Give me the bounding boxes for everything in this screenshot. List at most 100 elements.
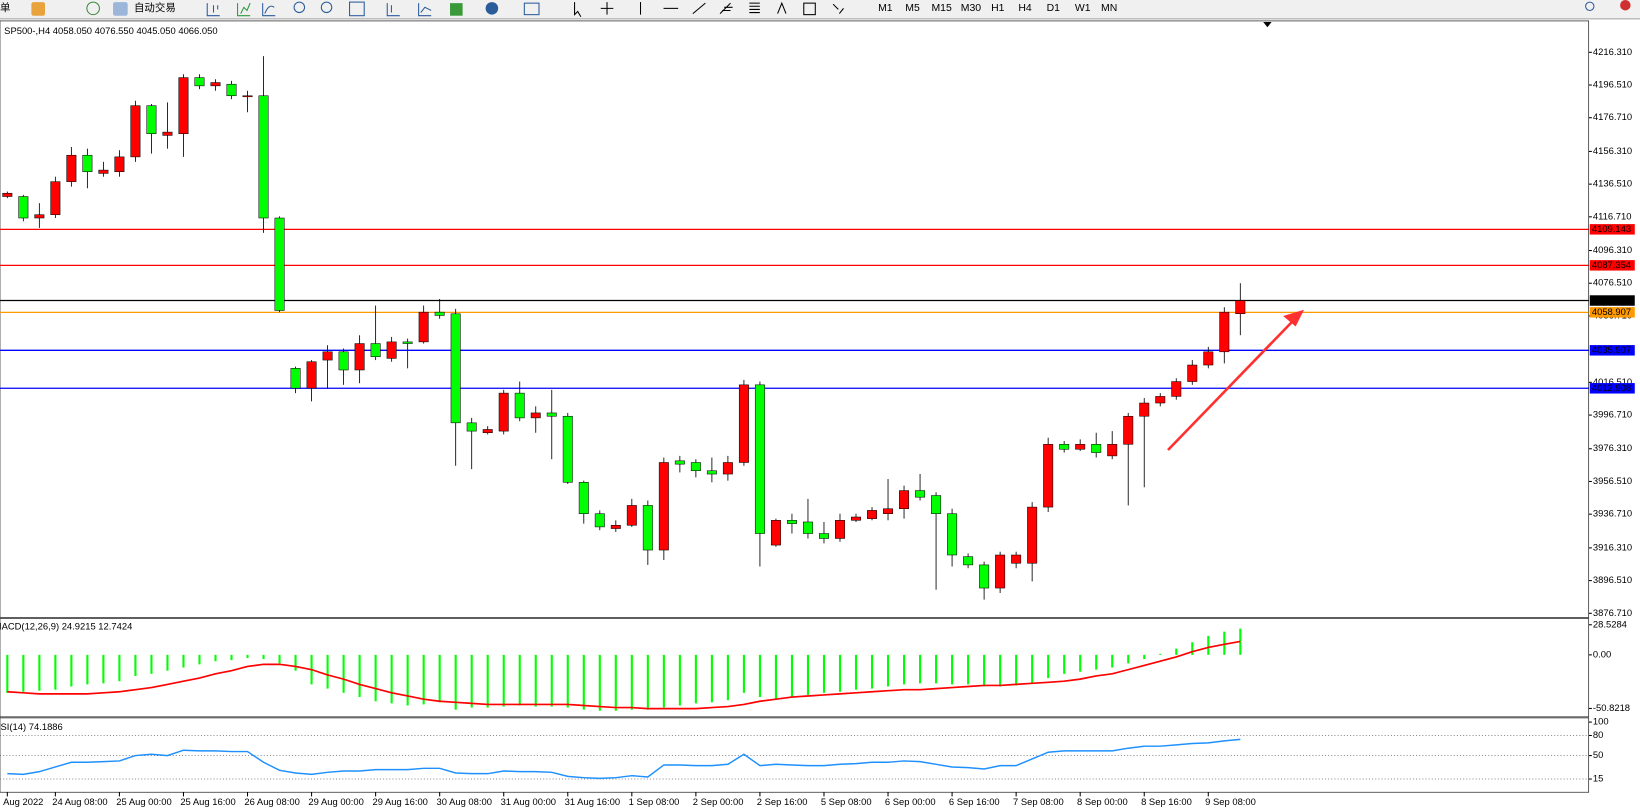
x-tick-label: 6 Sep 00:00: [885, 796, 936, 807]
toolbar-bg: [0, 0, 1640, 19]
candle-body: [306, 361, 317, 389]
candle-body: [466, 422, 477, 432]
icon[interactable]: [206, 3, 220, 17]
y-tick-label: 4016.510: [1593, 376, 1632, 387]
candle-body: [1219, 311, 1230, 353]
macd-bar: [999, 654, 1002, 687]
y-tick-label: 4136.510: [1593, 178, 1632, 189]
macd-bar: [582, 654, 585, 710]
macd-bar: [1159, 653, 1162, 655]
candle-body: [386, 341, 397, 359]
macd-bar: [246, 654, 249, 659]
rsi-title: RSI(14) 74.1886: [0, 721, 63, 732]
x-tick-label: 29 Aug 16:00: [372, 796, 427, 807]
candle-body: [642, 505, 653, 551]
candle-body: [402, 341, 413, 344]
arrow-head: [1283, 309, 1305, 327]
y-tick-label: 3956.510: [1593, 475, 1632, 486]
trendline-tool[interactable]: [692, 2, 706, 15]
icon[interactable]: [31, 2, 46, 16]
candle-body: [226, 83, 237, 97]
timeframe-button[interactable]: M1: [878, 3, 893, 14]
candle-body: [514, 392, 525, 419]
candle-body: [851, 516, 861, 521]
icon[interactable]: [262, 3, 276, 17]
icon[interactable]: [86, 1, 100, 16]
y-tick-label: 3876.710: [1593, 607, 1632, 618]
candle-body: [530, 412, 541, 419]
auto-icon[interactable]: [113, 2, 128, 16]
candle-body: [706, 470, 717, 475]
notification[interactable]: [1620, 0, 1631, 11]
timeframe-button[interactable]: H4: [1018, 3, 1032, 14]
x-tick-label: 9 Sep 08:00: [1205, 796, 1256, 807]
icon[interactable]: [418, 3, 432, 17]
candle-body: [498, 392, 509, 432]
macd-bar: [678, 654, 681, 706]
channel-tool[interactable]: [719, 2, 733, 14]
macd-bar: [182, 654, 185, 668]
candle-body: [610, 525, 621, 529]
timeframe-button[interactable]: M5: [905, 3, 920, 14]
macd-bar: [1175, 648, 1178, 655]
timeframe-button[interactable]: MN: [1101, 3, 1117, 14]
candle-body: [770, 520, 781, 546]
y-tick-label: 4076.510: [1593, 277, 1632, 288]
crosshair-tool[interactable]: [600, 2, 614, 15]
cursor-tool[interactable]: [574, 2, 582, 18]
macd-bar: [566, 654, 569, 708]
candle-body: [194, 77, 205, 87]
x-tick-label: 24 Aug 08:00: [52, 796, 107, 807]
x-tick-label: 26 Aug 08:00: [244, 796, 299, 807]
macd-bar: [1111, 654, 1114, 668]
order-button[interactable]: 单: [0, 2, 10, 14]
annotation-arrow: [1167, 309, 1305, 451]
price-label: 4012.908: [1592, 382, 1631, 393]
timeframe-button[interactable]: H1: [991, 3, 1005, 14]
candle-body: [354, 343, 365, 371]
candle-body: [434, 311, 445, 316]
label-tool[interactable]: [803, 2, 816, 16]
candle-body: [114, 156, 125, 173]
candle-body: [1043, 444, 1054, 508]
timeframe-button[interactable]: M15: [931, 3, 952, 14]
macd-bar: [262, 654, 265, 660]
icon[interactable]: [485, 2, 499, 15]
fibo-tool[interactable]: [749, 2, 760, 14]
price-label-bg: [1589, 260, 1635, 271]
search[interactable]: [1585, 1, 1595, 11]
macd-bar: [870, 654, 874, 689]
y-tick-label: 3936.710: [1593, 508, 1632, 519]
candle-body: [802, 521, 813, 534]
macd-bar: [902, 654, 906, 685]
timeframe-button[interactable]: D1: [1047, 3, 1061, 14]
macd-bar: [758, 654, 761, 698]
zoom-in[interactable]: [293, 1, 306, 14]
macd-bar: [422, 654, 425, 705]
candle-body: [322, 351, 333, 361]
macd-bar: [1015, 654, 1018, 686]
zoom-out[interactable]: [320, 1, 333, 14]
icon[interactable]: [386, 3, 400, 17]
timeframe-button[interactable]: W1: [1075, 3, 1091, 14]
macd-bar: [983, 654, 986, 687]
timeframe-button[interactable]: M30: [961, 3, 982, 14]
candle-body: [578, 482, 589, 514]
icon[interactable]: [237, 2, 251, 17]
x-tick-label: 25 Aug 00:00: [116, 796, 171, 807]
candle-body: [18, 196, 29, 219]
text-tool[interactable]: [777, 1, 787, 14]
icon[interactable]: [450, 3, 463, 16]
y-tick-label: 4096.310: [1593, 244, 1632, 255]
auto-trading-button[interactable]: 自动交易: [134, 1, 176, 14]
candle-body: [274, 217, 285, 311]
candle-body: [1011, 554, 1022, 564]
icon[interactable]: [349, 1, 365, 17]
toolbar: 单 自动交易 M1 M5 M15 M30 H1 H4 D1 W1 MN: [0, 0, 1640, 20]
icon[interactable]: [523, 2, 540, 16]
candle-body: [1091, 444, 1102, 453]
y-tick-label: 4176.710: [1593, 111, 1632, 122]
arrows-tool[interactable]: [832, 3, 844, 14]
x-tick-label: Aug 2022: [3, 796, 43, 807]
